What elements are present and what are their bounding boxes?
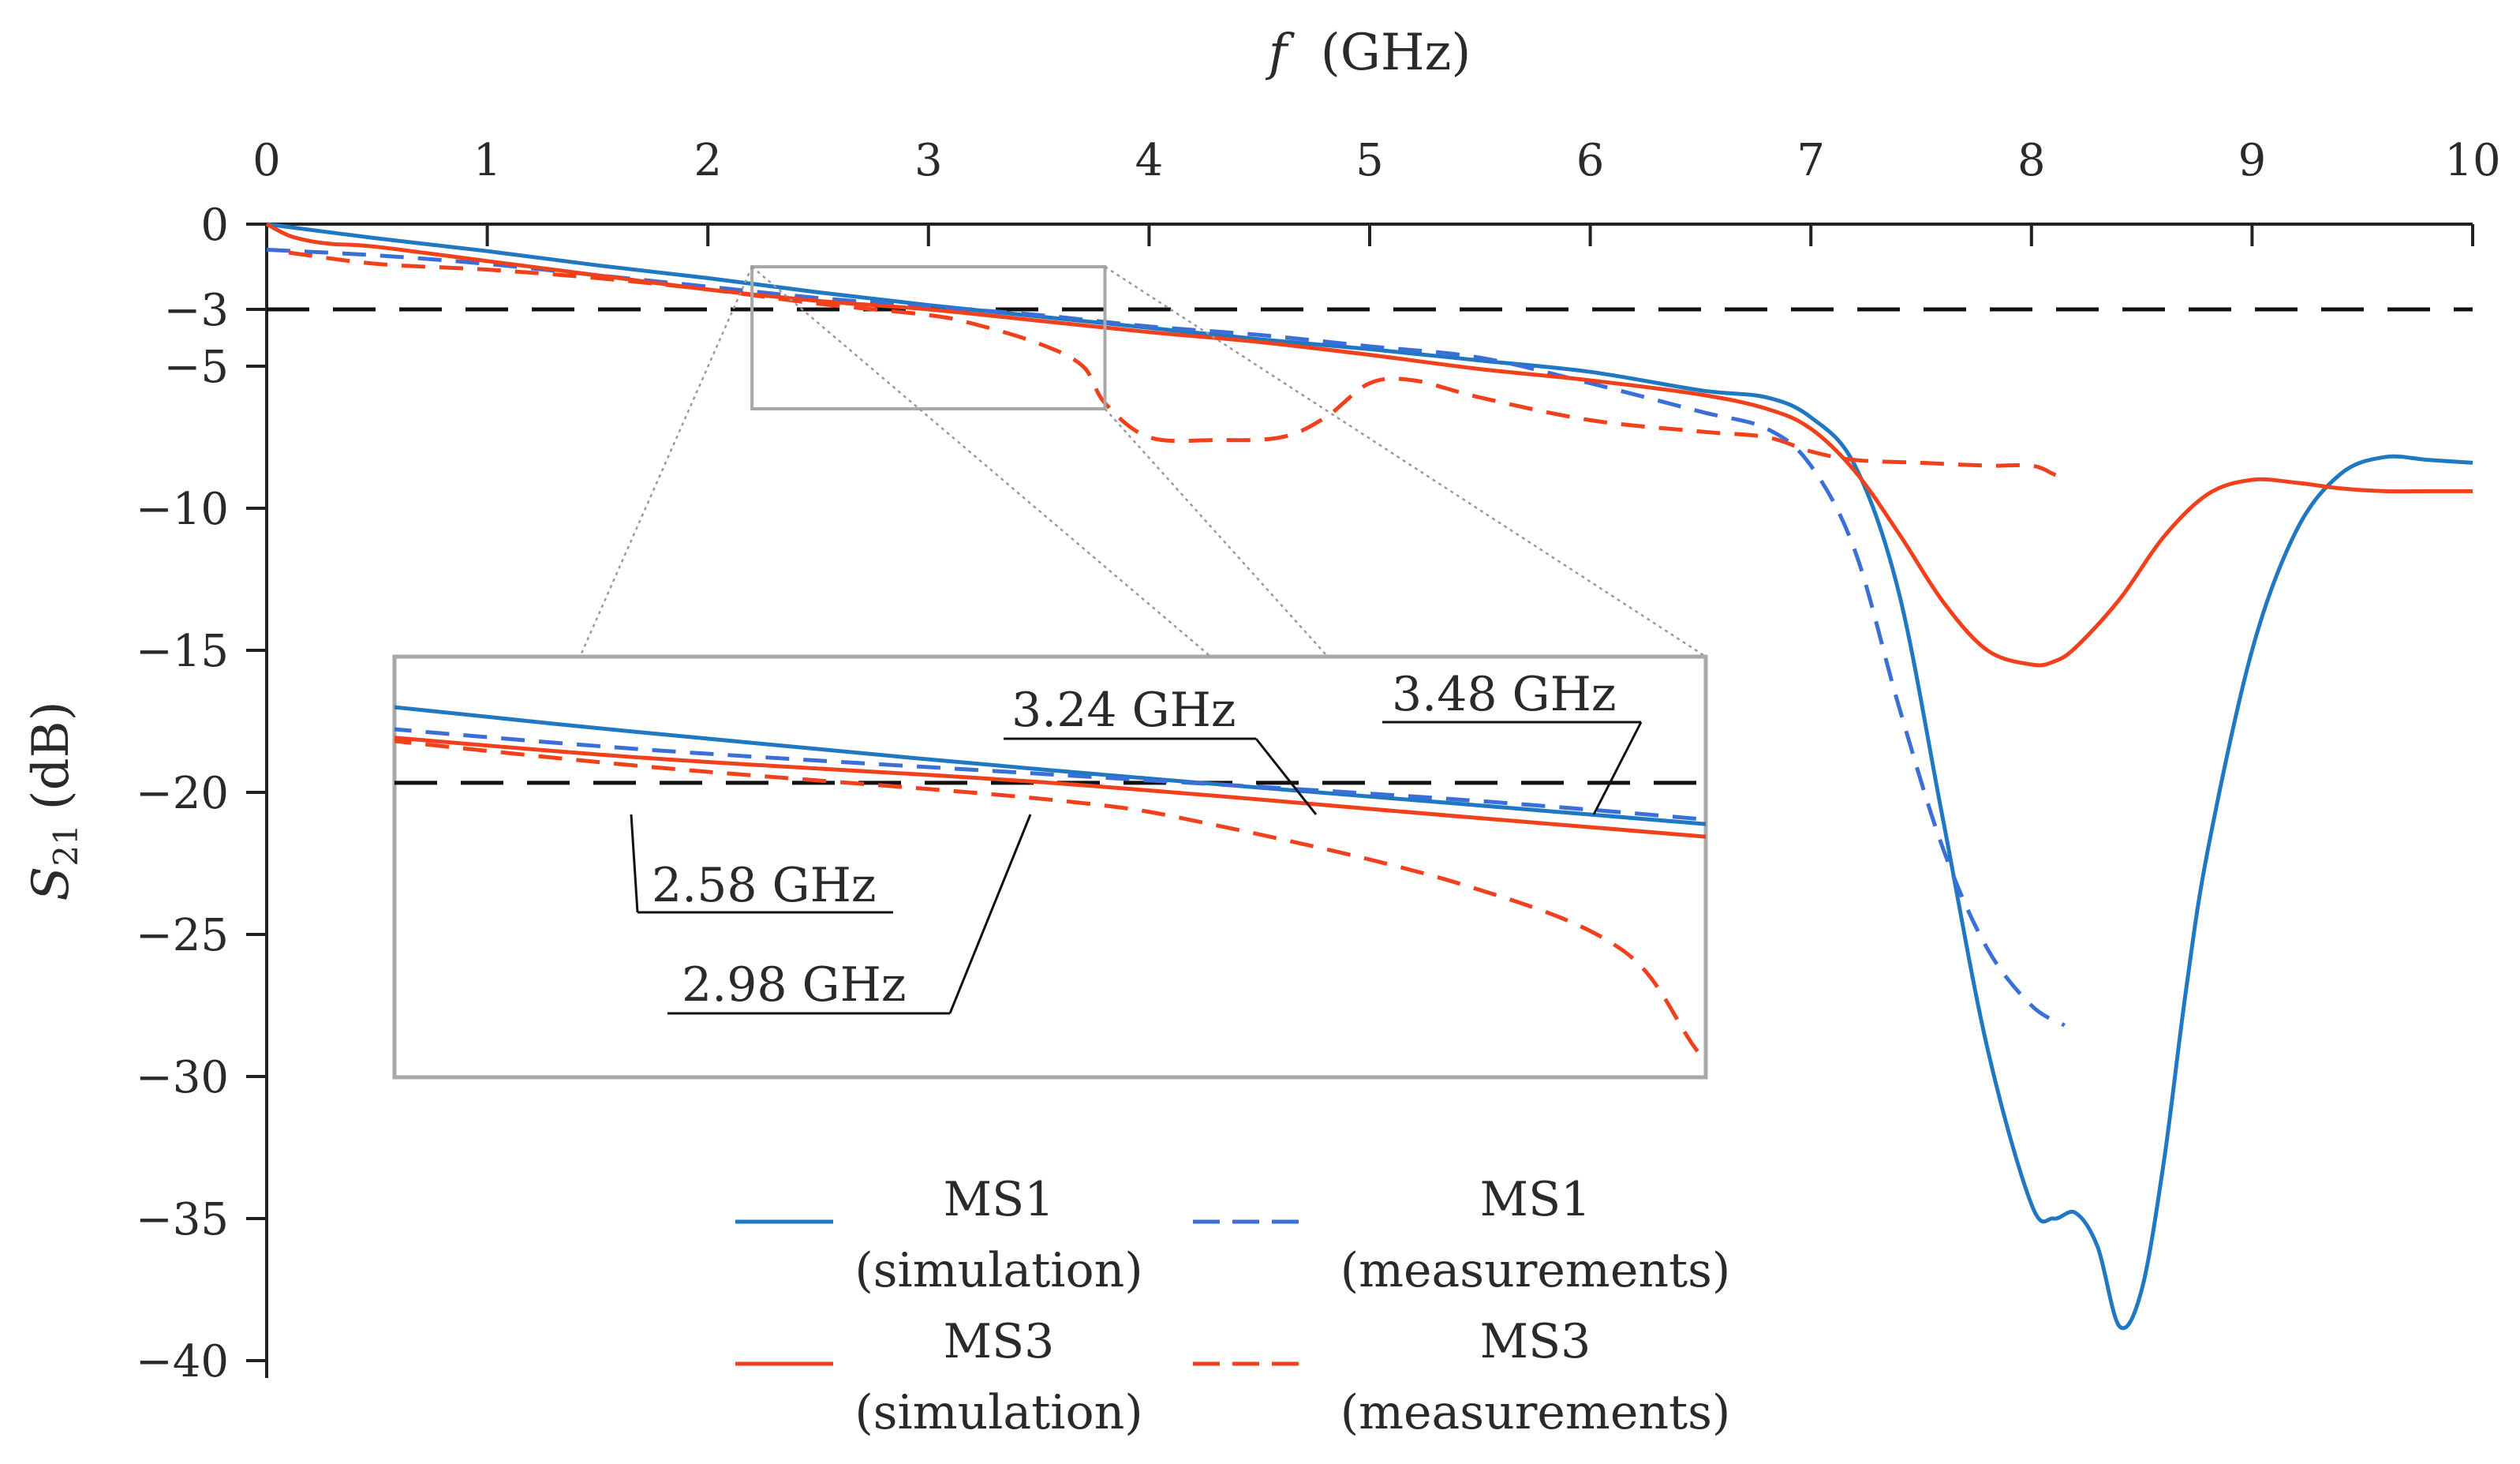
inset-annotations: 3.24 GHz 3.48 GHz 2.58 GHz 2.98 GHz [630, 667, 1643, 1015]
y-axis-title: S21 (dB) [22, 701, 85, 900]
legend-label-ms3-simulation-2: (simulation) [854, 1385, 1142, 1440]
annotation-3-48-ghz: 3.48 GHz [1392, 667, 1617, 722]
main-series [265, 222, 2473, 1331]
annotation-2-58-leader [630, 814, 639, 913]
y-axis-subscript: 21 [47, 824, 85, 866]
x-axis-symbol: f [1266, 24, 1296, 82]
annotation-2-98-leader [948, 814, 1032, 1014]
y-tick-label: 0 [200, 200, 229, 251]
x-tick-label: 2 [694, 135, 722, 186]
zoom-connector-line [1104, 265, 1707, 658]
inset-series-line-ms1-simulation [394, 705, 1706, 826]
y-tick-label: −35 [136, 1194, 229, 1245]
y-axis-symbol: S [22, 867, 80, 901]
x-tick-label: 0 [252, 135, 281, 186]
y-tick-label: −5 [163, 342, 229, 393]
series-line-ms3-simulation [265, 222, 2473, 668]
x-tick-label: 6 [1576, 135, 1605, 186]
inset-series [394, 705, 1706, 1064]
annotation-2-58-ghz: 2.58 GHz [652, 858, 877, 913]
legend-label-ms3-measurements-1: MS3 [1480, 1314, 1591, 1369]
legend-label-ms1-measurements-1: MS1 [1480, 1172, 1591, 1227]
y-axis-unit: (dB) [22, 701, 80, 810]
inset-zoom: 3.24 GHz 3.48 GHz 2.58 GHz 2.98 GHz [392, 654, 1708, 1080]
x-tick-label: 5 [1355, 135, 1384, 186]
x-tick-label: 3 [914, 135, 943, 186]
annotation-3-24-ghz: 3.24 GHz [1011, 683, 1236, 738]
legend-item-ms1-simulation: MS1 (simulation) [735, 1172, 1143, 1298]
annotation-2-98-ghz: 2.98 GHz [682, 957, 907, 1013]
y-tick-label: −30 [136, 1052, 229, 1103]
y-tick-label: −15 [136, 626, 229, 677]
legend: MS1 (simulation) MS1 (measurements) MS3 … [735, 1172, 1730, 1440]
x-tick-label: 10 [2444, 135, 2500, 186]
legend-item-ms1-measurements: MS1 (measurements) [1193, 1172, 1730, 1298]
x-tick-label: 7 [1797, 135, 1825, 186]
legend-label-ms3-simulation-1: MS3 [944, 1314, 1055, 1369]
legend-item-ms3-simulation: MS3 (simulation) [735, 1314, 1143, 1440]
y-tick-label: −20 [136, 768, 229, 819]
inset-series-line-ms3-simulation [394, 736, 1706, 839]
series-line-ms1-simulation [266, 222, 2473, 1331]
legend-label-ms1-simulation-2: (simulation) [854, 1243, 1142, 1298]
legend-item-ms3-measurements: MS3 (measurements) [1193, 1314, 1730, 1440]
inset-series-line-ms3-measurements [394, 739, 1706, 1064]
legend-label-ms3-measurements-2: (measurements) [1340, 1385, 1731, 1440]
x-ticks: 0 1 2 3 4 5 6 7 8 9 10 [252, 135, 2501, 246]
y-tick-label: −40 [136, 1336, 229, 1387]
annotation-3-24-leader [1254, 738, 1318, 815]
y-ticks: 0 −3 −5 −10 −15 −20 −25 −30 −35 −40 [136, 200, 267, 1387]
x-tick-label: 9 [2238, 135, 2267, 186]
annotation-3-48-leader [1592, 721, 1643, 815]
legend-label-ms1-simulation-1: MS1 [944, 1172, 1055, 1227]
x-axis-unit: (GHz) [1321, 24, 1471, 82]
inset-frame [392, 654, 1708, 1080]
x-axis-title: f (GHz) [1266, 24, 1471, 82]
x-tick-label: 1 [473, 135, 502, 186]
zoom-region-box [750, 265, 1107, 410]
y-tick-label: −25 [136, 910, 229, 961]
x-tick-label: 8 [2017, 135, 2046, 186]
x-tick-label: 4 [1135, 135, 1164, 186]
y-tick-label: −10 [136, 484, 229, 535]
y-tick-label: −3 [163, 285, 229, 336]
inset-series-line-ms1-measurements [394, 727, 1706, 822]
series-line-ms3-measurements [288, 250, 2066, 482]
legend-label-ms1-measurements-2: (measurements) [1340, 1243, 1731, 1298]
